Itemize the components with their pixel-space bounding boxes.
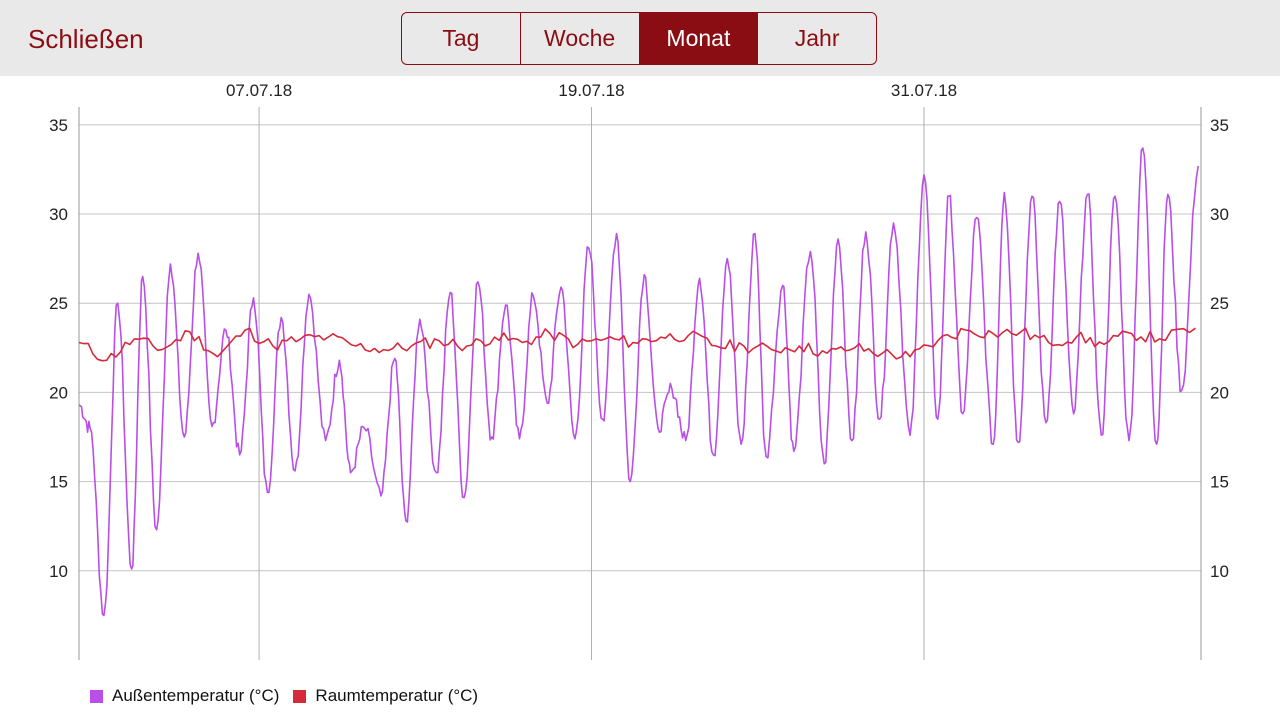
x-tick-label: 07.07.18 bbox=[226, 81, 292, 100]
y-tick-label-right: 35 bbox=[1210, 116, 1229, 135]
tab-jahr[interactable]: Jahr bbox=[757, 13, 876, 64]
y-tick-label-right: 30 bbox=[1210, 205, 1229, 224]
y-tick-label-left: 10 bbox=[49, 562, 68, 581]
tab-woche[interactable]: Woche bbox=[519, 13, 639, 64]
y-tick-label-left: 30 bbox=[49, 205, 68, 224]
chart-legend: Außentemperatur (°C) Raumtemperatur (°C) bbox=[90, 686, 492, 706]
y-tick-label-right: 10 bbox=[1210, 562, 1229, 581]
x-tick-label: 31.07.18 bbox=[891, 81, 957, 100]
period-segmented-control: Tag Woche Monat Jahr bbox=[401, 12, 877, 65]
y-tick-label-right: 15 bbox=[1210, 473, 1229, 492]
y-tick-label-left: 35 bbox=[49, 116, 68, 135]
legend-item-indoor: Raumtemperatur (°C) bbox=[293, 686, 478, 706]
top-bar: Schließen Tag Woche Monat Jahr bbox=[0, 0, 1280, 76]
y-tick-label-left: 20 bbox=[49, 383, 68, 402]
series-line-raumtemperatur bbox=[78, 327, 1196, 362]
legend-label-indoor: Raumtemperatur (°C) bbox=[315, 686, 479, 705]
y-tick-label-left: 15 bbox=[49, 473, 68, 492]
y-tick-label-right: 20 bbox=[1210, 383, 1229, 402]
tab-tag[interactable]: Tag bbox=[442, 25, 480, 51]
legend-item-outdoor: Außentemperatur (°C) bbox=[90, 686, 279, 706]
legend-swatch-outdoor bbox=[90, 689, 103, 703]
legend-label-outdoor: Außentemperatur (°C) bbox=[112, 686, 280, 705]
y-tick-label-left: 25 bbox=[49, 294, 68, 313]
x-tick-label: 19.07.18 bbox=[558, 81, 624, 100]
legend-swatch-indoor bbox=[293, 689, 307, 703]
close-button[interactable]: Schließen bbox=[28, 24, 144, 54]
temperature-chart: 10 10 15 15 20 20 25 25 30 30 35 35 07.07.18 19.07.18… bbox=[49, 81, 1229, 660]
tab-monat[interactable]: Monat bbox=[638, 13, 758, 64]
y-tick-label-right: 25 bbox=[1210, 294, 1229, 313]
series-line-aussentemperatur bbox=[78, 147, 1199, 617]
